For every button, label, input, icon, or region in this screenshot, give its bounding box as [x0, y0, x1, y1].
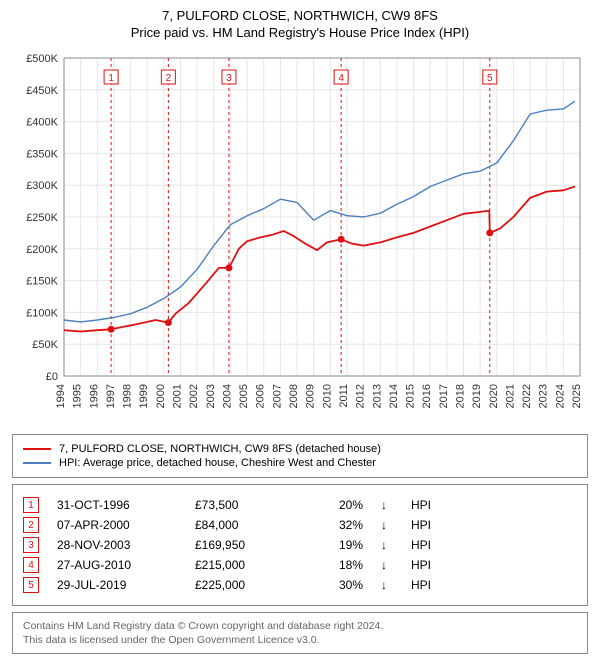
- svg-text:1996: 1996: [88, 384, 100, 408]
- svg-text:£250K: £250K: [26, 212, 58, 224]
- event-hpi-label: HPI: [411, 518, 431, 532]
- svg-text:2003: 2003: [205, 384, 217, 408]
- footer-box: Contains HM Land Registry data © Crown c…: [12, 612, 588, 654]
- svg-text:1994: 1994: [55, 384, 67, 408]
- svg-text:2000: 2000: [155, 384, 167, 408]
- svg-text:2002: 2002: [188, 384, 200, 408]
- event-badge: 5: [23, 577, 39, 593]
- event-price: £225,000: [195, 578, 285, 592]
- svg-text:£0: £0: [46, 371, 58, 383]
- event-badge: 1: [23, 497, 39, 513]
- price-chart: £0 £50K £100K £150K £200K £250K £300K £350K £400…: [12, 48, 588, 428]
- event-row: 2 07-APR-2000 £84,000 32% ↓ HPI: [23, 517, 577, 533]
- svg-text:4: 4: [338, 73, 344, 84]
- svg-text:2005: 2005: [238, 384, 250, 408]
- event-date: 27-AUG-2010: [57, 558, 177, 572]
- svg-text:2012: 2012: [355, 384, 367, 408]
- chart-subtitle: Price paid vs. HM Land Registry's House …: [12, 25, 588, 40]
- event-pct: 32%: [303, 518, 363, 532]
- chart-title: 7, PULFORD CLOSE, NORTHWICH, CW9 8FS: [12, 8, 588, 23]
- svg-text:2011: 2011: [338, 384, 350, 408]
- svg-text:2024: 2024: [554, 384, 566, 408]
- svg-text:£50K: £50K: [32, 339, 58, 351]
- legend-row: 7, PULFORD CLOSE, NORTHWICH, CW9 8FS (de…: [23, 443, 577, 455]
- event-date: 28-NOV-2003: [57, 538, 177, 552]
- svg-text:2015: 2015: [405, 384, 417, 408]
- event-row: 4 27-AUG-2010 £215,000 18% ↓ HPI: [23, 557, 577, 573]
- svg-text:£200K: £200K: [26, 244, 58, 256]
- event-hpi-label: HPI: [411, 538, 431, 552]
- svg-text:2017: 2017: [438, 384, 450, 408]
- svg-text:2009: 2009: [305, 384, 317, 408]
- event-pct: 30%: [303, 578, 363, 592]
- event-date: 29-JUL-2019: [57, 578, 177, 592]
- event-price: £73,500: [195, 498, 285, 512]
- down-arrow-icon: ↓: [381, 538, 393, 552]
- event-row: 5 29-JUL-2019 £225,000 30% ↓ HPI: [23, 577, 577, 593]
- event-date: 07-APR-2000: [57, 518, 177, 532]
- svg-text:2020: 2020: [488, 384, 500, 408]
- svg-text:2: 2: [166, 73, 172, 84]
- legend-box: 7, PULFORD CLOSE, NORTHWICH, CW9 8FS (de…: [12, 434, 588, 478]
- svg-text:£350K: £350K: [26, 148, 58, 160]
- svg-text:1999: 1999: [138, 384, 150, 408]
- svg-text:1998: 1998: [122, 384, 134, 408]
- svg-text:2023: 2023: [538, 384, 550, 408]
- svg-text:1995: 1995: [72, 384, 84, 408]
- svg-text:2006: 2006: [255, 384, 267, 408]
- event-pct: 20%: [303, 498, 363, 512]
- event-price: £169,950: [195, 538, 285, 552]
- legend-label: HPI: Average price, detached house, Ches…: [59, 457, 376, 469]
- svg-text:2004: 2004: [221, 384, 233, 408]
- svg-text:£400K: £400K: [26, 117, 58, 129]
- svg-text:2019: 2019: [471, 384, 483, 408]
- svg-text:£450K: £450K: [26, 85, 58, 97]
- down-arrow-icon: ↓: [381, 558, 393, 572]
- event-badge: 4: [23, 557, 39, 573]
- event-pct: 19%: [303, 538, 363, 552]
- svg-text:£100K: £100K: [26, 307, 58, 319]
- svg-text:2021: 2021: [504, 384, 516, 408]
- svg-text:5: 5: [487, 73, 493, 84]
- legend-swatch: [23, 448, 51, 450]
- svg-text:2018: 2018: [454, 384, 466, 408]
- legend-swatch: [23, 462, 51, 464]
- event-badge: 2: [23, 517, 39, 533]
- svg-text:2025: 2025: [571, 384, 583, 408]
- footer-line-1: Contains HM Land Registry data © Crown c…: [23, 619, 577, 633]
- event-pct: 18%: [303, 558, 363, 572]
- svg-text:£500K: £500K: [26, 53, 58, 65]
- svg-text:2016: 2016: [421, 384, 433, 408]
- svg-text:1997: 1997: [105, 384, 117, 408]
- down-arrow-icon: ↓: [381, 498, 393, 512]
- down-arrow-icon: ↓: [381, 518, 393, 532]
- svg-text:1: 1: [108, 73, 114, 84]
- event-row: 1 31-OCT-1996 £73,500 20% ↓ HPI: [23, 497, 577, 513]
- event-hpi-label: HPI: [411, 498, 431, 512]
- svg-text:2022: 2022: [521, 384, 533, 408]
- footer-line-2: This data is licensed under the Open Gov…: [23, 633, 577, 647]
- events-table: 1 31-OCT-1996 £73,500 20% ↓ HPI 2 07-APR-2000 £8…: [12, 484, 588, 606]
- event-row: 3 28-NOV-2003 £169,950 19% ↓ HPI: [23, 537, 577, 553]
- svg-text:3: 3: [226, 73, 232, 84]
- event-price: £215,000: [195, 558, 285, 572]
- svg-text:2007: 2007: [271, 384, 283, 408]
- svg-text:£300K: £300K: [26, 180, 58, 192]
- svg-text:£150K: £150K: [26, 276, 58, 288]
- svg-text:2001: 2001: [172, 384, 184, 408]
- down-arrow-icon: ↓: [381, 578, 393, 592]
- event-hpi-label: HPI: [411, 578, 431, 592]
- event-hpi-label: HPI: [411, 558, 431, 572]
- event-date: 31-OCT-1996: [57, 498, 177, 512]
- event-price: £84,000: [195, 518, 285, 532]
- event-badge: 3: [23, 537, 39, 553]
- svg-text:2010: 2010: [321, 384, 333, 408]
- legend-label: 7, PULFORD CLOSE, NORTHWICH, CW9 8FS (de…: [59, 443, 381, 455]
- svg-text:2013: 2013: [371, 384, 383, 408]
- chart-container: £0 £50K £100K £150K £200K £250K £300K £350K £400…: [12, 48, 588, 428]
- legend-row: HPI: Average price, detached house, Ches…: [23, 457, 577, 469]
- svg-text:2008: 2008: [288, 384, 300, 408]
- svg-text:2014: 2014: [388, 384, 400, 408]
